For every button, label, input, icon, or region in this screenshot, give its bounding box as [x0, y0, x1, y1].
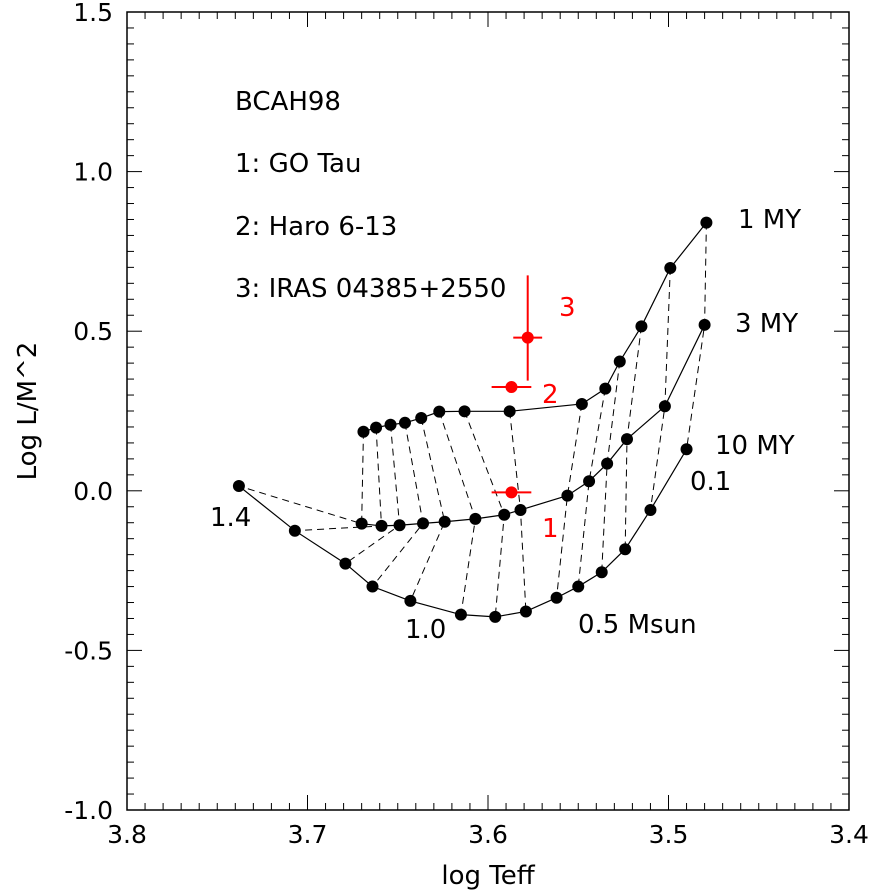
isochrone-1my-point — [370, 421, 383, 434]
isochrone-10my-point — [366, 580, 379, 593]
isochrone-3my-point — [375, 519, 388, 532]
y-tick-label: 1.0 — [73, 158, 113, 187]
isochrone-3my-point — [620, 433, 633, 446]
x-tick-label: 3.8 — [107, 820, 147, 849]
isochrone-1my-point — [613, 355, 626, 368]
isochrone-3my-point — [417, 517, 430, 530]
isochrone-1my-line — [363, 222, 707, 433]
mass-label-0-5: 0.5 Msun — [578, 610, 697, 640]
stars — [491, 275, 543, 499]
isochrone-10my-point — [680, 443, 693, 456]
y-tick-label: -1.0 — [64, 796, 113, 825]
isochrone-1my-point — [398, 416, 411, 429]
isochrone-1my-point — [635, 320, 648, 333]
isochrone-3my-point — [583, 475, 596, 488]
x-tick-label: 3.7 — [288, 820, 328, 849]
x-tick-label: 3.5 — [649, 820, 689, 849]
isochrone-10my-point — [572, 580, 585, 593]
isochrone-10my-point — [619, 543, 632, 556]
isochrone-3my-point — [393, 519, 406, 532]
isochrone-3my-point — [561, 489, 574, 502]
isochrone-10my-point — [232, 480, 245, 493]
star-3-point — [521, 331, 534, 344]
star-1-point — [505, 486, 518, 499]
tick-labels: 3.8 3.7 3.6 3.5 3.4 1.5 1.0 0.5 0.0 -0.5 -1.0 — [64, 0, 869, 849]
isochrone-1my-point — [458, 405, 471, 418]
isochrone-10my-point — [288, 524, 301, 537]
isochrone-10my-point — [489, 610, 502, 623]
star-label-2: 2 — [542, 380, 559, 410]
y-tick-label: 1.5 — [73, 0, 113, 27]
mass-label-0-1: 0.1 — [690, 467, 731, 497]
isochrone-3my-point — [658, 400, 671, 413]
isochrone-10my-line — [238, 448, 688, 618]
isochrone-label-1my: 1 MY — [738, 205, 801, 235]
isochrone-10my-point — [404, 594, 417, 607]
mass-track-line — [345, 424, 401, 564]
mass-track-line — [438, 411, 476, 615]
isochrone-10my-point — [644, 503, 657, 516]
mass-track-line — [577, 388, 606, 587]
legend-model-name: BCAH98 — [235, 87, 341, 117]
mass-track-line — [649, 267, 671, 511]
star-label-1: 1 — [542, 514, 559, 544]
isochrone-1my-point — [575, 397, 588, 410]
isochrone-10my-point — [519, 605, 532, 618]
isochrone-3my-point — [514, 503, 527, 516]
isochrone-1my-point — [384, 418, 397, 431]
isochrone-1my-point — [433, 405, 446, 418]
isochrone-label-3my: 3 MY — [735, 309, 798, 339]
star-label-3: 3 — [559, 293, 576, 323]
isochrone-3my-point — [355, 517, 368, 530]
isochrone-1my-point — [599, 382, 612, 395]
x-tick-label: 3.6 — [468, 820, 508, 849]
isochrone-3my-point — [601, 457, 614, 470]
mass-track-line — [409, 417, 446, 602]
isochrone-label-10my: 10 MY — [715, 431, 795, 461]
isochrone-1my-point — [357, 425, 370, 438]
mass-track-line — [686, 222, 707, 450]
isochrone-3my-point — [498, 508, 511, 521]
isochrone-3my-line — [361, 324, 706, 527]
isochrone-1my-point — [700, 216, 713, 229]
y-tick-label: 0.5 — [73, 317, 113, 346]
mass-label-1-0: 1.0 — [405, 615, 446, 645]
mass-track-line — [294, 427, 383, 532]
legend-star-2: 2: Haro 6-13 — [235, 212, 397, 242]
legend-star-1: 1: GO Tau — [235, 149, 361, 179]
isochrone-3my-point — [698, 318, 711, 331]
isochrone-3my-point — [438, 515, 451, 528]
legend-star-3: 3: IRAS 04385+2550 — [235, 274, 506, 304]
y-tick-label: 0.0 — [73, 477, 113, 506]
isochrone-1my-point — [503, 405, 516, 418]
axis-ticks — [126, 11, 850, 811]
x-axis-title: log Teff — [441, 861, 535, 891]
x-tick-label: 3.4 — [829, 820, 869, 849]
isochrones — [232, 216, 713, 623]
y-tick-label: -0.5 — [64, 636, 113, 665]
y-axis-title: Log L/M^2 — [13, 342, 43, 481]
isochrone-3my-point — [469, 512, 482, 525]
mass-track-line — [238, 431, 364, 525]
isochrone-10my-point — [550, 591, 563, 604]
isochrone-10my-point — [595, 566, 608, 579]
star-2-point — [505, 381, 518, 394]
isochrone-10my-point — [454, 608, 467, 621]
isochrone-10my-point — [339, 557, 352, 570]
mass-label-1-4: 1.4 — [210, 503, 251, 533]
isochrone-1my-point — [415, 412, 428, 425]
isochrone-1my-point — [664, 261, 677, 274]
mass-track-line — [556, 403, 583, 598]
